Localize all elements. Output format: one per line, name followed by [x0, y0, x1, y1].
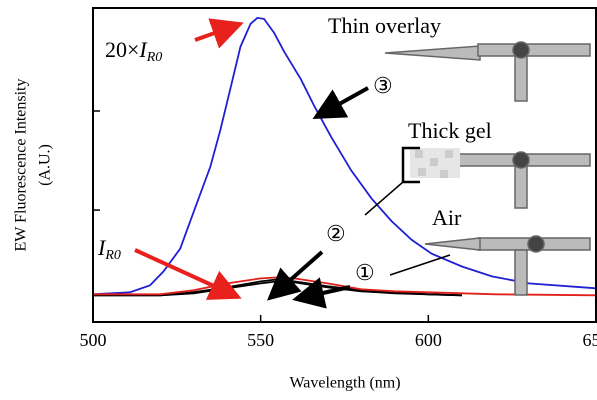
- annotation: ②: [326, 221, 346, 246]
- annotation: 20×IR0: [105, 37, 162, 65]
- annotation-part: R0: [104, 248, 121, 263]
- annotation: ③: [373, 73, 393, 98]
- annotation-part: R0: [146, 50, 163, 65]
- arrow: [292, 277, 351, 309]
- annotation: IR0: [97, 235, 121, 263]
- arrow: [194, 18, 244, 49]
- arrow: [312, 86, 369, 119]
- annotation: Air: [432, 205, 462, 230]
- x-tick-label: 650: [583, 330, 597, 350]
- annotation: Thick gel: [408, 118, 492, 143]
- leader: [389, 254, 451, 276]
- annotation-part: I: [97, 235, 107, 260]
- annotation: Thin overlay: [328, 13, 441, 38]
- probe-icon: [384, 41, 591, 296]
- x-tick-label: 550: [247, 330, 274, 350]
- y-axis-label: EW Fluorescence Intensity: [13, 79, 30, 252]
- annotation: ①: [355, 260, 375, 285]
- arrow: [134, 248, 242, 300]
- arrow: [267, 250, 324, 301]
- plot-frame: [92, 7, 597, 323]
- annotation-part: I: [138, 37, 148, 62]
- gel-block: [410, 148, 460, 178]
- x-axis-label: Wavelength (nm): [289, 375, 400, 392]
- y-axis-label: (A.U.): [37, 144, 54, 186]
- x-tick-label: 500: [80, 330, 107, 350]
- leader: [364, 181, 404, 216]
- bracket: [401, 146, 420, 184]
- annotation-part: 20×: [105, 37, 139, 62]
- series-line: [92, 16, 597, 296]
- x-tick-label: 600: [415, 330, 442, 350]
